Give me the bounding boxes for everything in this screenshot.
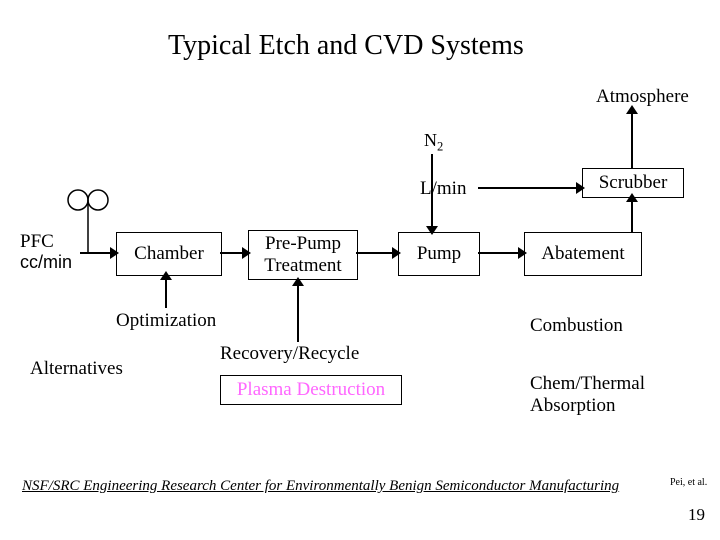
abatement-text: Abatement <box>541 243 624 265</box>
chamber-box: Chamber <box>116 232 222 276</box>
abatement-box: Abatement <box>524 232 642 276</box>
plasma-text: Plasma Destruction <box>237 379 385 401</box>
arrow-rec-to-prepump <box>297 280 299 342</box>
plasma-destruction-box: Plasma Destruction <box>220 375 402 405</box>
chem-line2: Absorption <box>530 395 645 417</box>
arrowhead-opt-to-chamber <box>160 271 172 280</box>
prepump-line2: Treatment <box>264 255 341 277</box>
lmin-label: L/min <box>420 178 466 200</box>
arrowhead-pfc-to-chamber <box>110 247 119 259</box>
scrubber-text: Scrubber <box>599 172 668 194</box>
diagram-canvas: Typical Etch and CVD Systems Atmosphere … <box>0 0 720 540</box>
arrowhead-scrubber-to-atmosphere <box>626 105 638 114</box>
combustion-label: Combustion <box>530 315 623 337</box>
arrow-lmin-to-scrubber <box>478 187 582 189</box>
page-number: 19 <box>688 505 705 525</box>
atmosphere-label: Atmosphere <box>596 86 689 108</box>
prepump-line1: Pre-Pump <box>264 233 341 255</box>
arrowhead-rec-to-prepump <box>292 277 304 286</box>
prepump-box: Pre-Pump Treatment <box>248 230 358 280</box>
arrowhead-chamber-to-prepump <box>242 247 251 259</box>
n2-label: N2 <box>424 130 443 155</box>
arrowhead-pump-to-abatement <box>518 247 527 259</box>
arrowhead-abatement-to-scrubber <box>626 193 638 202</box>
page-title: Typical Etch and CVD Systems <box>168 30 524 62</box>
n2-text: N <box>424 130 437 150</box>
optimization-label: Optimization <box>116 310 216 332</box>
chamber-text: Chamber <box>134 243 204 265</box>
footer-text: NSF/SRC Engineering Research Center for … <box>22 478 619 495</box>
pump-text: Pump <box>417 243 461 265</box>
n2-subscript: 2 <box>437 140 443 154</box>
alternatives-label: Alternatives <box>30 358 123 380</box>
chem-line1: Chem/Thermal <box>530 373 645 395</box>
arrowhead-n2-down <box>426 226 438 235</box>
attribution-text: Pei, et al. <box>670 477 707 488</box>
arrowhead-prepump-to-pump <box>392 247 401 259</box>
pump-box: Pump <box>398 232 480 276</box>
arrow-n2-down <box>431 154 433 232</box>
chem-thermal-label: Chem/Thermal Absorption <box>530 373 645 417</box>
recovery-label: Recovery/Recycle <box>220 343 359 365</box>
valve-icon <box>60 186 116 260</box>
arrow-scrubber-to-atmosphere <box>631 108 633 168</box>
arrowhead-lmin-to-scrubber <box>576 182 585 194</box>
